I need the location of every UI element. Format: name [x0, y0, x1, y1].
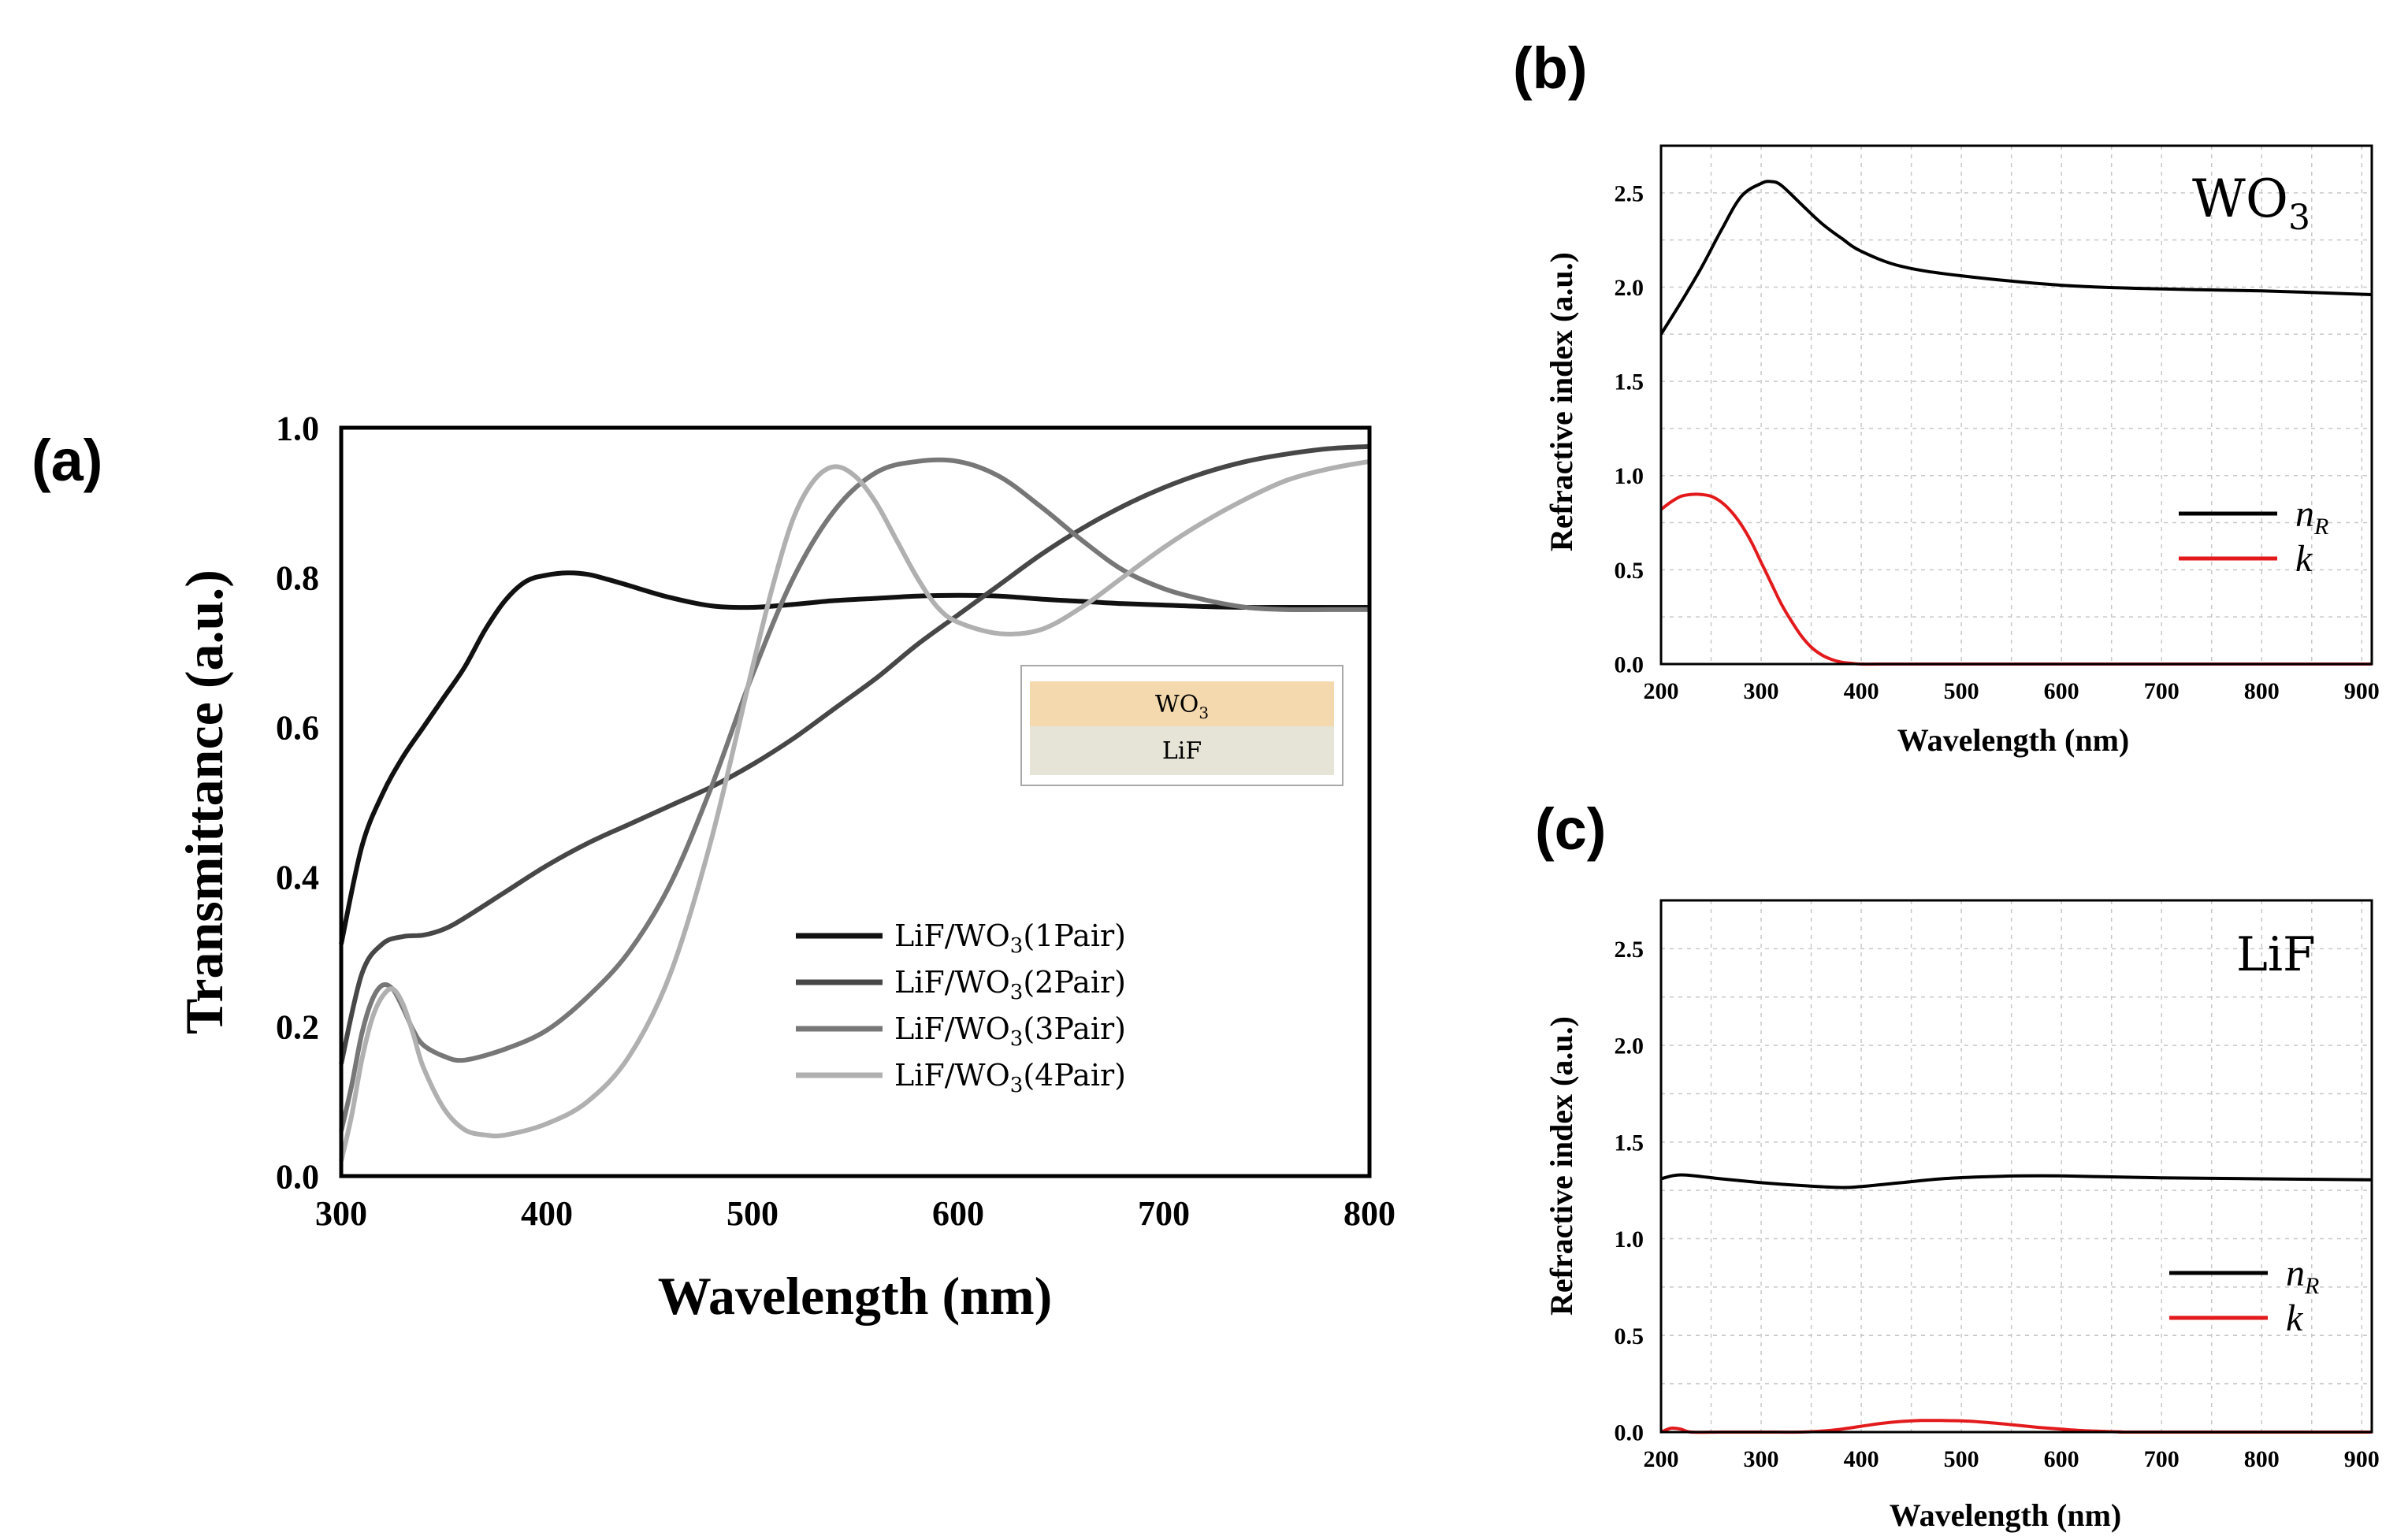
- panel-a-x-tick-label: 600: [932, 1194, 984, 1233]
- panel-a-series-line: [339, 443, 1370, 1065]
- panel-b-x-tick-label: 500: [1944, 678, 1979, 704]
- panel-a-y-ticks: 0.0 0.2 0.4 0.6 0.8 1.0: [276, 409, 319, 1196]
- panel-b-y-tick-label: 1.5: [1615, 369, 1644, 395]
- panel-a-y-tick-label: 0.8: [276, 558, 319, 597]
- panel-c-legend-label: k: [2286, 1297, 2304, 1339]
- panel-c-y-tick-label: 0.5: [1615, 1323, 1644, 1349]
- panel-a-x-tick-label: 800: [1343, 1194, 1395, 1233]
- panel-b-y-tick-label: 2.5: [1615, 180, 1644, 206]
- panel-c-legend-label: nR: [2286, 1252, 2319, 1299]
- panel-b-y-tick-label: 2.0: [1615, 275, 1644, 301]
- panel-c-x-tick-label: 600: [2044, 1446, 2079, 1472]
- panel-a-y-tick-label: 0.2: [276, 1007, 319, 1046]
- panel-c-x-tick-label: 400: [1844, 1446, 1879, 1472]
- inset-lif-layer: [1030, 726, 1334, 775]
- panel-a-x-tick-label: 400: [521, 1194, 573, 1233]
- panel-c-x-tick-label: 300: [1744, 1446, 1779, 1472]
- panel-a-plot-frame: [339, 425, 1372, 1178]
- inset-wo3-layer: [1030, 681, 1334, 726]
- panel-c-plot-frame: [1659, 899, 2373, 1434]
- panel-c-x-tick-label: 800: [2244, 1446, 2280, 1472]
- panel-c-x-tick-label: 200: [1644, 1446, 1679, 1472]
- panel-a-series-line: [339, 458, 1370, 1162]
- panel-b-series-line: [1659, 492, 2372, 666]
- panel-c-series-line: [1660, 1419, 2372, 1434]
- inset-wo3-label: WO3: [1155, 691, 1209, 722]
- panel-b-grid: [1660, 146, 2372, 664]
- panel-a-x-tick-label: 500: [727, 1194, 779, 1233]
- panel-a-x-tick-label: 700: [1138, 1194, 1190, 1233]
- panel-c-y-tick-label: 2.5: [1615, 937, 1644, 963]
- panel-a-series-group: [339, 443, 1370, 1162]
- panel-a-layer-inset: WO3 LiF: [1020, 665, 1343, 786]
- panel-b-series-line: [1659, 180, 2373, 336]
- panel-b-x-tick-label: 800: [2244, 678, 2280, 704]
- panel-a-series-line: [339, 570, 1369, 945]
- panel-a-chart: 0.0 0.2 0.4 0.6 0.8 1.0 300 400 500 600 700 800 Wa…: [174, 409, 1395, 1326]
- panel-c-y-tick-label: 1.0: [1615, 1226, 1644, 1252]
- panel-b-y-axis-title: Refractive index (a.u.): [1544, 252, 1579, 551]
- panel-a-legend-label: LiF/WO3(4Pair): [894, 1058, 1126, 1097]
- panel-b-x-tick-label: 700: [2144, 678, 2180, 704]
- panel-b-series-group: [1659, 180, 2373, 666]
- panel-b-label: (b): [1513, 35, 1588, 101]
- panel-a-x-ticks: 300 400 500 600 700 800: [315, 1194, 1395, 1233]
- panel-b-x-tick-label: 600: [2044, 678, 2079, 704]
- panel-c-x-tick-label: 900: [2344, 1446, 2380, 1472]
- panel-a-y-axis-title: Transmittance (a.u.): [174, 570, 234, 1034]
- panel-c-legend: nRk: [2169, 1252, 2319, 1339]
- panel-a-legend-label: LiF/WO3(1Pair): [894, 918, 1126, 958]
- panel-b-material-label: WO3: [2192, 169, 2310, 238]
- panel-b-plot-frame: [1659, 144, 2373, 666]
- panel-a-legend-label: LiF/WO3(2Pair): [894, 965, 1126, 1004]
- panel-c-y-tick-label: 0.0: [1615, 1420, 1644, 1446]
- panel-c-x-axis-title: Wavelength (nm): [1890, 1497, 2121, 1533]
- inset-lif-label: LiF: [1162, 737, 1202, 765]
- panel-b-x-tick-label: 300: [1744, 678, 1779, 704]
- panel-a-legend: LiF/WO3(1Pair) LiF/WO3(2Pair) LiF/WO3(3Pai…: [796, 918, 1126, 1097]
- panel-b-y-tick-label: 0.0: [1615, 652, 1644, 678]
- panel-b-x-ticks: 200 300 400 500 600 700 800 900: [1644, 678, 2380, 704]
- panel-c-y-tick-label: 2.0: [1615, 1033, 1644, 1059]
- panel-a-x-tick-label: 300: [315, 1194, 367, 1233]
- panel-a-y-tick-label: 0.0: [276, 1157, 319, 1196]
- panel-c-x-tick-label: 700: [2144, 1446, 2180, 1472]
- panel-c-x-tick-label: 500: [1944, 1446, 1979, 1472]
- panel-b-x-tick-label: 200: [1644, 678, 1679, 704]
- panel-c-material-label: LiF: [2236, 927, 2316, 982]
- panel-c-x-ticks: 200 300 400 500 600 700 800 900: [1644, 1446, 2380, 1472]
- panel-b-legend-label: k: [2295, 538, 2313, 580]
- panel-b-y-tick-label: 0.5: [1615, 558, 1644, 584]
- panel-b-x-axis-title: Wavelength (nm): [1897, 722, 2129, 758]
- panel-a-y-tick-label: 1.0: [276, 409, 319, 447]
- panel-b-legend: nRk: [2179, 493, 2328, 580]
- panel-b-y-ticks: 0.0 0.5 1.0 1.5 2.0 2.5: [1615, 180, 1644, 677]
- panel-c-y-axis-title: Refractive index (a.u.): [1544, 1016, 1579, 1315]
- panel-a-y-tick-label: 0.4: [276, 858, 319, 896]
- panel-b-chart: 0.0 0.5 1.0 1.5 2.0 2.5 200 300 400 500 600 700 800…: [1544, 144, 2380, 758]
- panel-c-series-group: [1660, 1173, 2373, 1434]
- panel-c-chart: 0.0 0.5 1.0 1.5 2.0 2.5 200 300 400 500 600 700 800…: [1544, 899, 2380, 1533]
- panel-c-label: (c): [1535, 796, 1606, 862]
- panel-c-y-tick-label: 1.5: [1615, 1130, 1644, 1156]
- panel-a-x-axis-title: Wavelength (nm): [658, 1266, 1053, 1326]
- panel-b-legend-label: nR: [2295, 493, 2328, 540]
- panel-c-series-line: [1660, 1173, 2373, 1189]
- panel-a-y-tick-label: 0.6: [276, 708, 319, 747]
- panel-b-x-tick-label: 400: [1844, 678, 1879, 704]
- panel-a-label: (a): [32, 428, 102, 493]
- panel-b-x-tick-label: 900: [2344, 678, 2380, 704]
- panel-a-legend-label: LiF/WO3(3Pair): [894, 1011, 1126, 1051]
- panel-c-y-ticks: 0.0 0.5 1.0 1.5 2.0 2.5: [1615, 937, 1644, 1446]
- panel-b-y-tick-label: 1.0: [1615, 463, 1644, 489]
